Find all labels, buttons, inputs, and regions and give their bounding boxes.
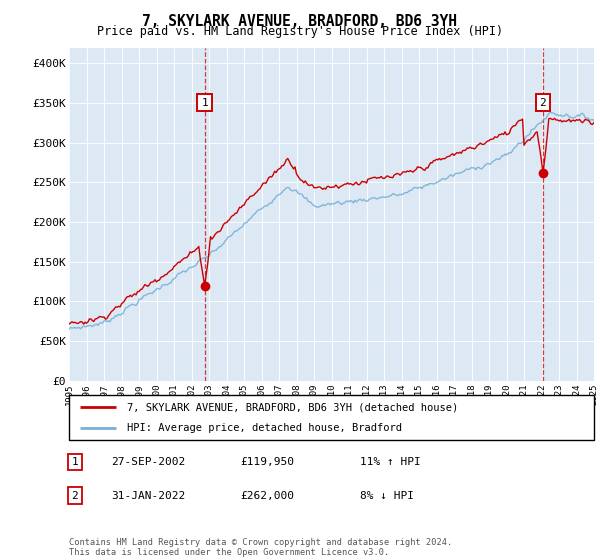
Text: £262,000: £262,000 xyxy=(240,491,294,501)
Text: 7, SKYLARK AVENUE, BRADFORD, BD6 3YH (detached house): 7, SKYLARK AVENUE, BRADFORD, BD6 3YH (de… xyxy=(127,402,458,412)
Text: 31-JAN-2022: 31-JAN-2022 xyxy=(111,491,185,501)
Text: 1: 1 xyxy=(201,97,208,108)
Text: Price paid vs. HM Land Registry's House Price Index (HPI): Price paid vs. HM Land Registry's House … xyxy=(97,25,503,38)
Text: Contains HM Land Registry data © Crown copyright and database right 2024.
This d: Contains HM Land Registry data © Crown c… xyxy=(69,538,452,557)
Text: 2: 2 xyxy=(539,97,546,108)
Text: HPI: Average price, detached house, Bradford: HPI: Average price, detached house, Brad… xyxy=(127,423,402,433)
FancyBboxPatch shape xyxy=(69,395,594,440)
Text: 2: 2 xyxy=(71,491,79,501)
Text: 11% ↑ HPI: 11% ↑ HPI xyxy=(360,457,421,467)
Text: 8% ↓ HPI: 8% ↓ HPI xyxy=(360,491,414,501)
Text: £119,950: £119,950 xyxy=(240,457,294,467)
Text: 7, SKYLARK AVENUE, BRADFORD, BD6 3YH: 7, SKYLARK AVENUE, BRADFORD, BD6 3YH xyxy=(143,14,458,29)
Text: 27-SEP-2002: 27-SEP-2002 xyxy=(111,457,185,467)
Text: 1: 1 xyxy=(71,457,79,467)
